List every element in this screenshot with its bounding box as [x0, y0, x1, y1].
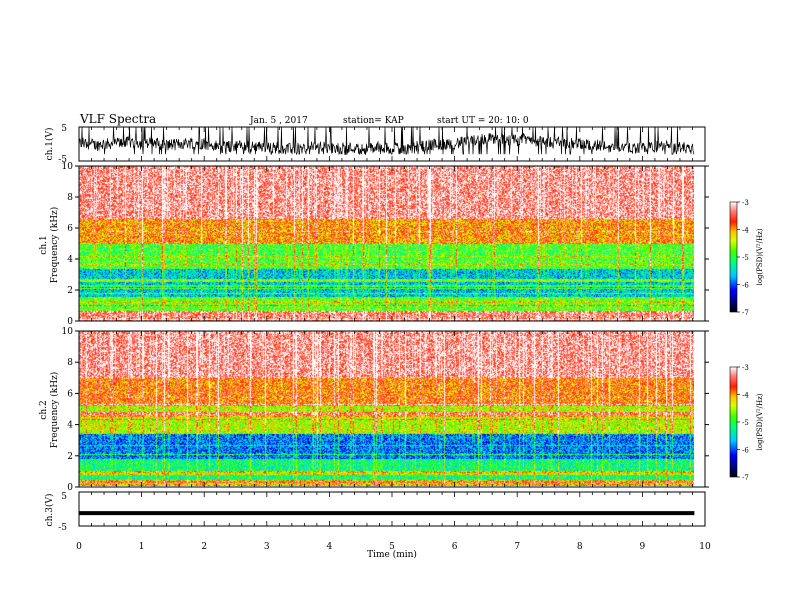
freq-tick-label: 8: [67, 193, 73, 203]
ch3-waveform-panel: 5 -5 ch.3(V) 0 1 2 3 4 5 6 7 8 9 10 Time (min): [44, 491, 711, 560]
ch1-ytick-top: 5: [61, 124, 67, 134]
colorbar-tick-label: -5: [742, 419, 749, 427]
ch1-colorbar: [729, 201, 738, 313]
time-tick-label: 6: [452, 542, 458, 552]
ch2-colorbar-label: log(PSD)(V²/Hz): [756, 393, 764, 450]
colorbar-tick-label: -5: [742, 254, 749, 262]
time-axis-ticks: 0 1 2 3 4 5 6 7 8 9 10: [76, 542, 711, 552]
ch3-waveform-ylabel: ch.3(V): [44, 494, 55, 527]
freq-tick-label: 4: [67, 421, 73, 431]
ch2-frequency-ticks: 0 2 4 6 8 10: [62, 327, 709, 493]
ch3-ytick-top: 5: [61, 492, 67, 502]
freq-tick-label: 4: [67, 255, 73, 265]
ch1-spectrogram-image: [79, 166, 694, 321]
time-tick-label: 2: [201, 542, 207, 552]
colorbar-tick-label: -3: [742, 364, 749, 372]
time-tick-label: 5: [389, 542, 395, 552]
time-tick-label: 0: [76, 542, 82, 552]
freq-tick-label: 0: [67, 483, 73, 493]
ch1-spectrogram-ylabel-frequency: Frequency (kHz): [49, 207, 60, 284]
ch2-colorbar-ticks: -3 -4 -5 -6 -7: [737, 364, 749, 482]
time-tick-label: 1: [139, 542, 145, 552]
ch1-colorbar-label: log(PSD)(V²/Hz): [756, 228, 764, 285]
time-axis-label: Time (min): [367, 549, 417, 560]
time-tick-label: 4: [327, 542, 333, 552]
ch1-ytick-bottom: -5: [58, 155, 67, 165]
ch2-colorbar: [729, 366, 738, 478]
freq-tick-label: 2: [67, 452, 73, 462]
time-tick-label: 8: [577, 542, 583, 552]
freq-tick-label: 6: [67, 389, 73, 399]
colorbar-tick-label: -4: [742, 392, 749, 400]
ch1-colorbar-ticks: -3 -4 -5 -6 -7: [737, 199, 749, 317]
ch1-waveform-ylabel: ch.1(V): [44, 128, 55, 161]
time-tick-label: 3: [264, 542, 270, 552]
colorbar-tick-label: -3: [742, 199, 749, 207]
ch2-spectrogram-ylabel-channel: ch.2: [39, 400, 49, 419]
freq-tick-label: 6: [67, 224, 73, 234]
ch1-frequency-ticks: 0 2 4 6 8 10: [62, 162, 709, 327]
freq-tick-label: 2: [67, 286, 73, 296]
station-label: station= KAP: [343, 116, 404, 126]
colorbar-tick-label: -6: [742, 447, 749, 455]
freq-tick-label: 10: [62, 327, 74, 337]
freq-tick-label: 8: [67, 358, 73, 368]
ch1-spectrogram-ylabel-channel: ch.1: [39, 235, 49, 254]
colorbar-tick-label: -4: [742, 227, 749, 235]
time-tick-label: 10: [699, 542, 711, 552]
ch1-waveform-line: [78, 126, 695, 156]
ch1-waveform-panel: 5 -5 ch.1(V): [44, 124, 706, 165]
ch2-spectrogram-ylabel-frequency: Frequency (kHz): [49, 372, 60, 449]
colorbar-tick-label: -7: [742, 474, 749, 482]
colorbar-tick-label: -7: [742, 309, 749, 317]
panel-time-tickmarks: [78, 127, 706, 526]
freq-tick-label: 10: [62, 162, 74, 172]
time-tick-label: 9: [640, 542, 646, 552]
date-label: Jan. 5 , 2017: [249, 116, 308, 126]
freq-tick-label: 0: [67, 317, 73, 327]
ch3-ytick-bottom: -5: [58, 523, 67, 533]
colorbar-tick-label: -6: [742, 282, 749, 290]
ch3-waveform-frame: [78, 491, 706, 527]
ch2-spectrogram-image: [79, 331, 694, 486]
start-ut-label: start UT = 20: 10: 0: [437, 116, 529, 126]
time-tick-label: 7: [514, 542, 520, 552]
figure-title: VLF Spectra: [79, 112, 156, 126]
